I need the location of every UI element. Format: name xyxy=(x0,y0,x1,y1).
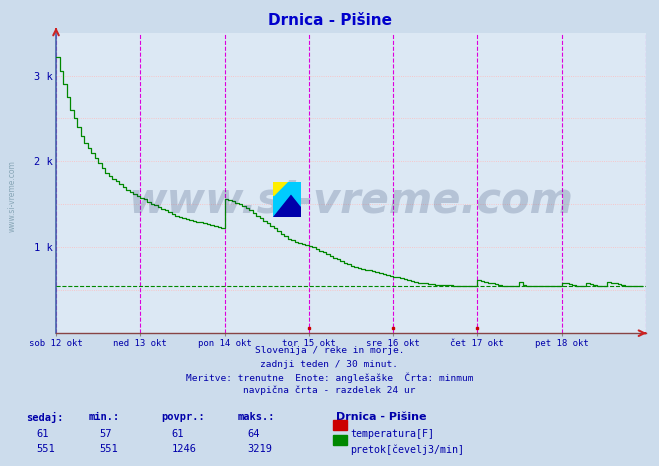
Text: Slovenija / reke in morje.: Slovenija / reke in morje. xyxy=(255,346,404,355)
Polygon shape xyxy=(282,182,301,206)
Text: 3219: 3219 xyxy=(247,444,272,454)
Text: maks.:: maks.: xyxy=(237,412,275,422)
Text: Drnica - Pišine: Drnica - Pišine xyxy=(268,13,391,28)
Polygon shape xyxy=(273,182,287,199)
Text: 57: 57 xyxy=(99,429,111,439)
Polygon shape xyxy=(273,182,301,217)
Text: povpr.:: povpr.: xyxy=(161,412,205,422)
Text: zadnji teden / 30 minut.: zadnji teden / 30 minut. xyxy=(260,360,399,369)
Text: pretok[čevelj3/min]: pretok[čevelj3/min] xyxy=(351,445,465,455)
Text: navpična črta - razdelek 24 ur: navpična črta - razdelek 24 ur xyxy=(243,386,416,395)
Text: Meritve: trenutne  Enote: anglešaške  Črta: minmum: Meritve: trenutne Enote: anglešaške Črta… xyxy=(186,373,473,384)
Text: www.si-vreme.com: www.si-vreme.com xyxy=(8,160,17,232)
Text: Drnica - Pišine: Drnica - Pišine xyxy=(336,412,426,422)
Text: www.si-vreme.com: www.si-vreme.com xyxy=(129,180,573,222)
Polygon shape xyxy=(273,182,301,217)
Text: 1246: 1246 xyxy=(171,444,196,454)
Text: temperatura[F]: temperatura[F] xyxy=(351,429,434,439)
Text: 61: 61 xyxy=(171,429,184,439)
Text: min.:: min.: xyxy=(89,412,120,422)
Text: 551: 551 xyxy=(99,444,117,454)
Text: sedaj:: sedaj: xyxy=(26,412,64,424)
Text: 551: 551 xyxy=(36,444,55,454)
Text: 64: 64 xyxy=(247,429,260,439)
Text: 61: 61 xyxy=(36,429,49,439)
Polygon shape xyxy=(273,182,287,196)
